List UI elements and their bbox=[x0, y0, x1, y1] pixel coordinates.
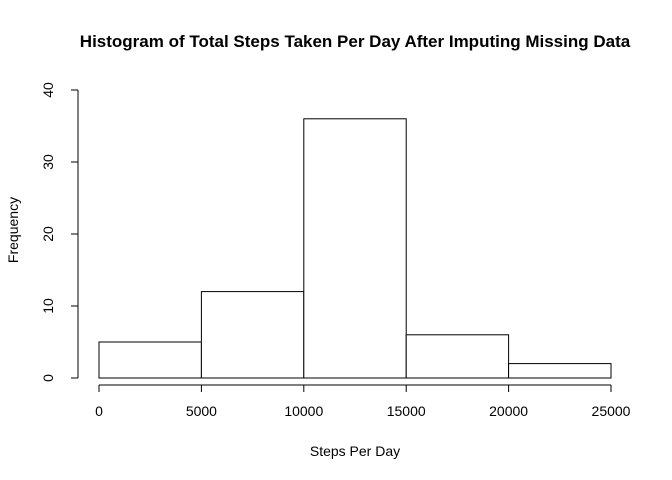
x-tick-label: 15000 bbox=[387, 403, 426, 419]
y-tick-label: 0 bbox=[40, 374, 56, 382]
chart-title: Histogram of Total Steps Taken Per Day A… bbox=[80, 32, 631, 51]
y-tick-label: 40 bbox=[40, 82, 56, 98]
x-tick-label: 10000 bbox=[284, 403, 323, 419]
y-axis-label: Frequency bbox=[5, 197, 21, 263]
histogram-bar-1 bbox=[200, 291, 305, 379]
histogram-bar-2 bbox=[303, 118, 407, 379]
x-tick-label: 5000 bbox=[186, 403, 217, 419]
histogram-bar-4 bbox=[508, 363, 612, 379]
y-tick-label: 10 bbox=[40, 298, 56, 314]
x-tick-label: 20000 bbox=[489, 403, 528, 419]
x-tick-label: 0 bbox=[95, 403, 103, 419]
x-tick-label: 25000 bbox=[592, 403, 631, 419]
bars-group bbox=[98, 118, 612, 379]
histogram-bar-0 bbox=[98, 341, 202, 379]
histogram-bar-3 bbox=[405, 334, 510, 379]
y-axis: 0 10 20 30 40 bbox=[40, 82, 79, 382]
y-tick-label: 20 bbox=[40, 226, 56, 242]
x-axis: 0 5000 10000 15000 20000 25000 bbox=[95, 384, 631, 419]
x-axis-label: Steps Per Day bbox=[310, 443, 400, 459]
y-tick-label: 30 bbox=[40, 154, 56, 170]
